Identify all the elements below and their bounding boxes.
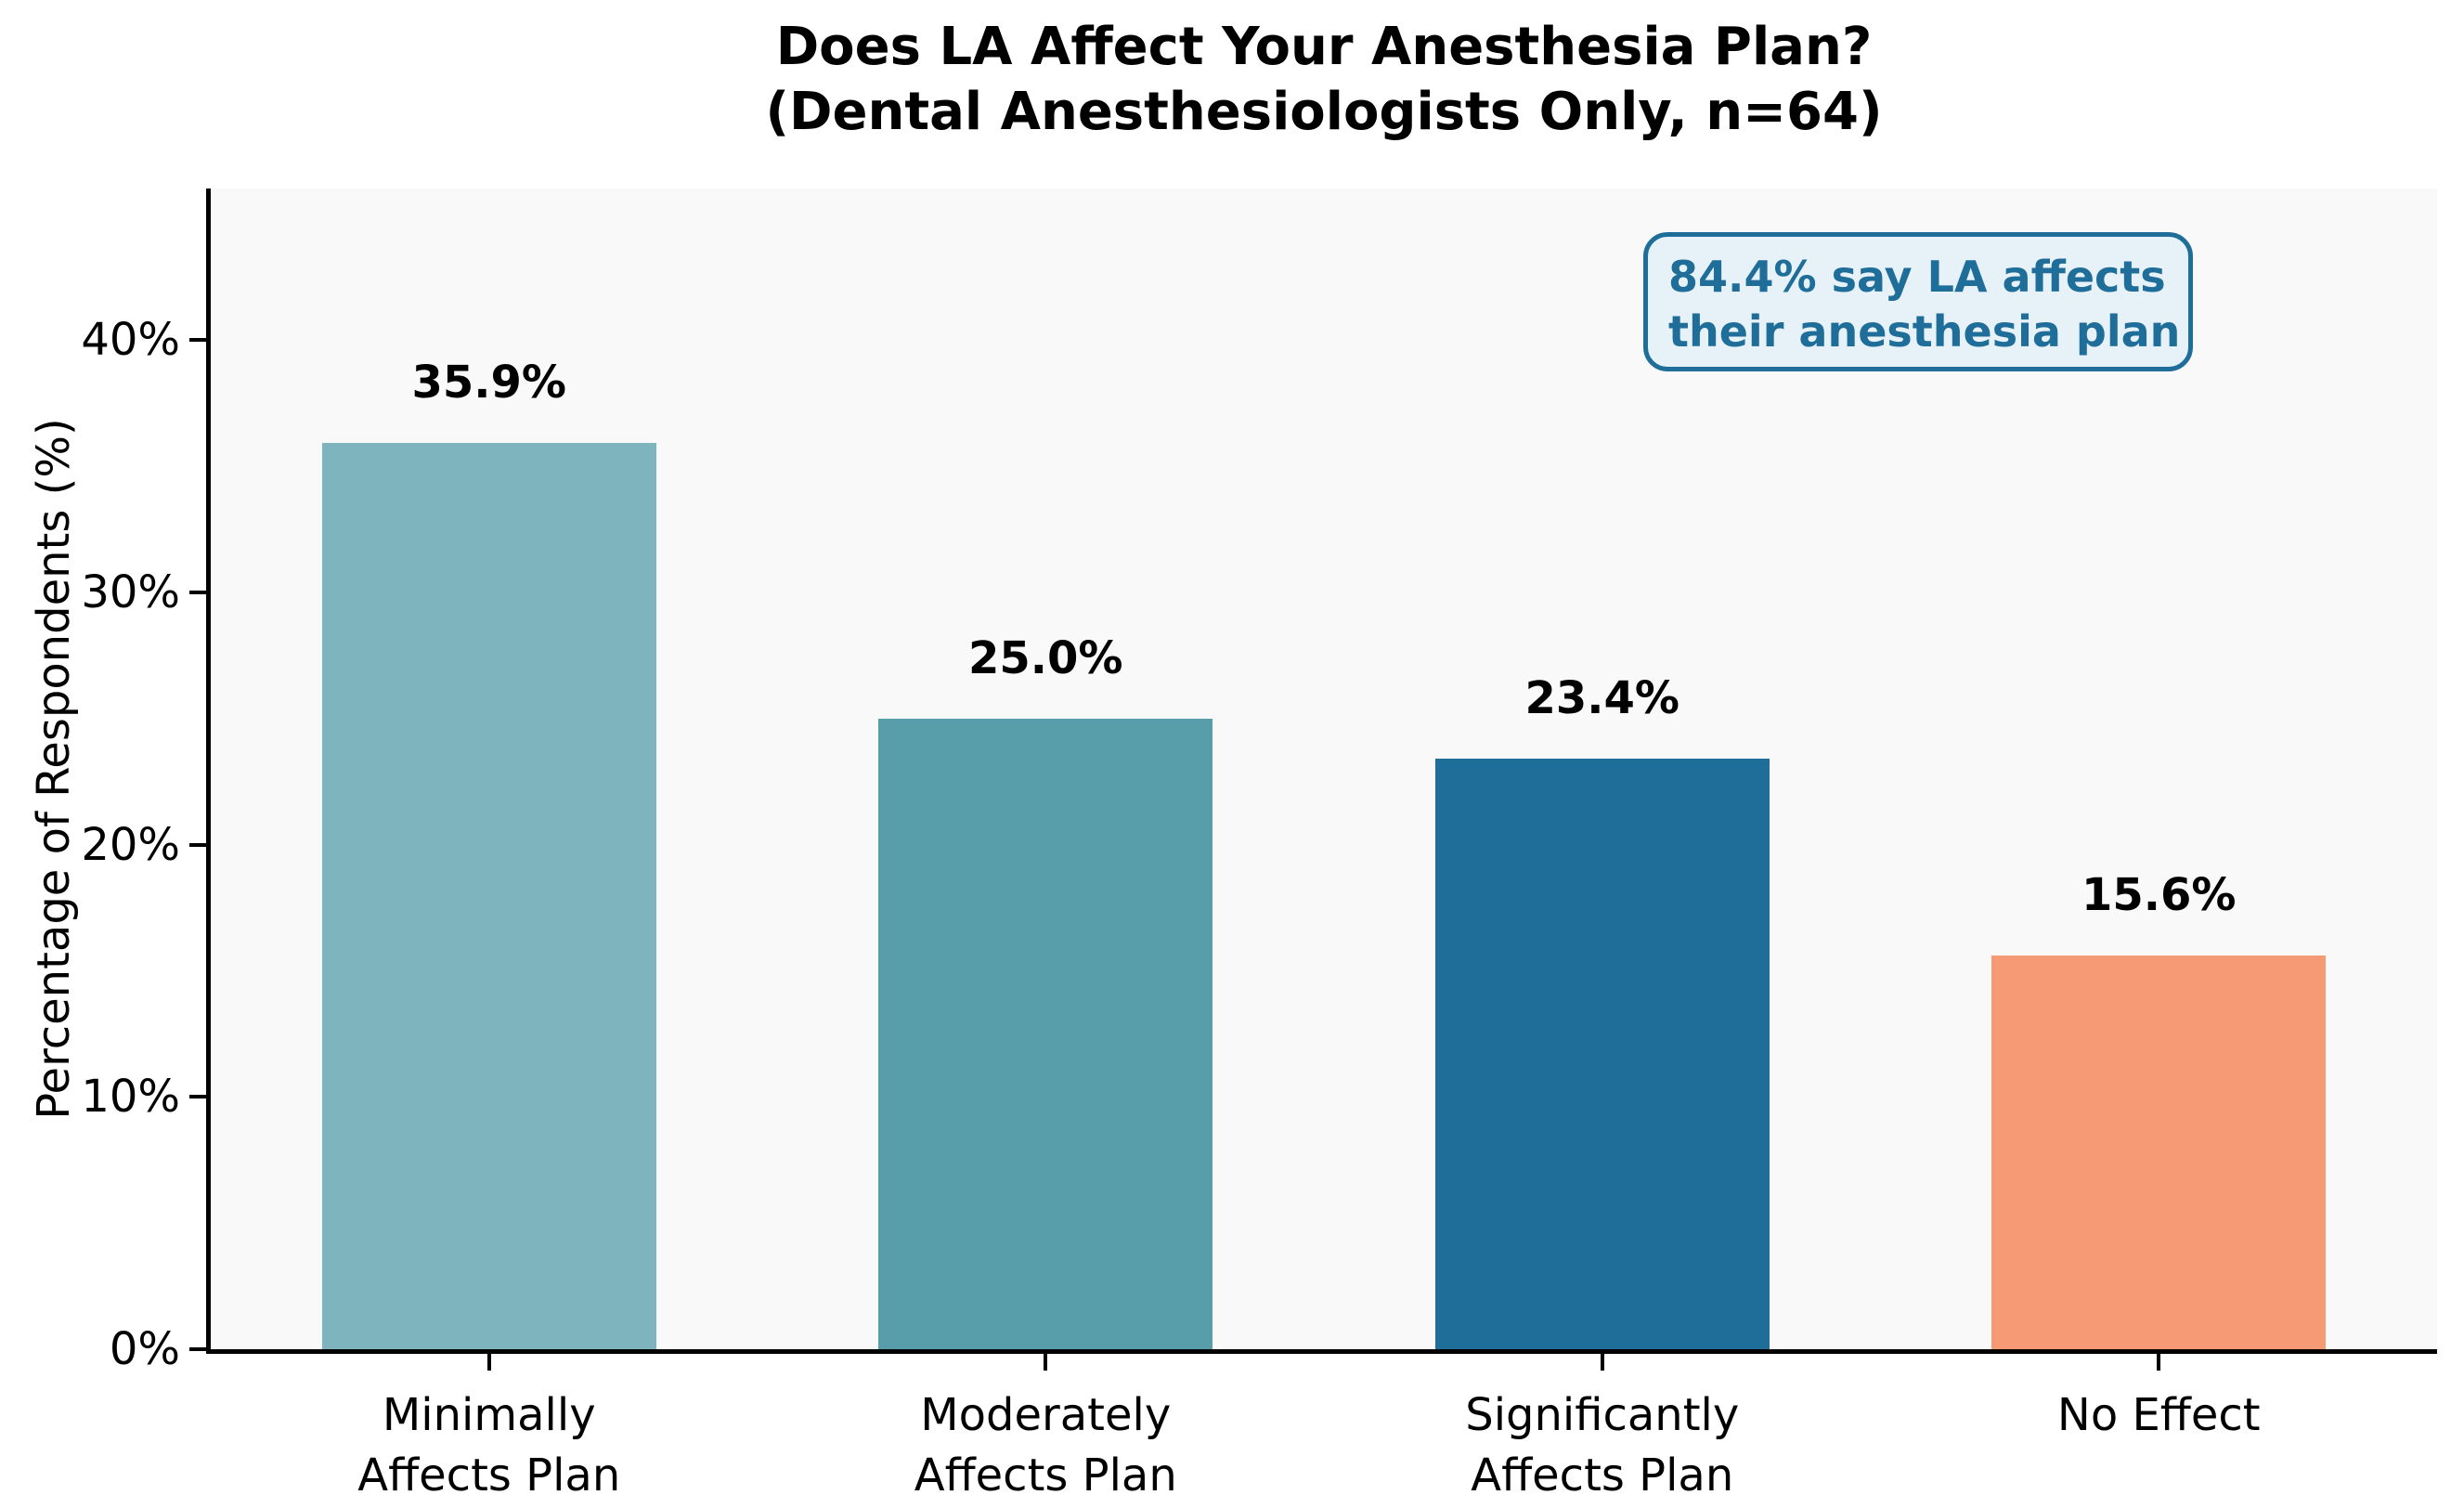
y-tick-mark [189,590,206,594]
y-tick-label: 20% [81,818,180,871]
x-tick-label: Moderately Affects Plan [914,1389,1177,1495]
plot-area [211,188,2437,1349]
y-tick-mark [189,1347,206,1351]
y-tick-label: 30% [81,566,180,618]
bar-3 [1434,759,1770,1349]
chart-title-line2: (Dental Anesthesiologists Only, n=64) [765,82,1883,142]
x-tick-label: Significantly Affects Plan [1465,1389,1740,1495]
bar-value-label: 23.4% [1524,672,1680,725]
y-tick-label: 40% [81,314,180,367]
y-tick-mark [189,338,206,343]
x-tick-mark [1600,1354,1604,1371]
x-axis-spine [206,1349,2437,1354]
chart-title-line1: Does LA Affect Your Anesthesia Plan? [775,17,1873,77]
x-tick-mark [2157,1354,2161,1371]
bar-value-label: 35.9% [411,357,567,410]
bar-value-label: 25.0% [967,631,1123,684]
bar-value-label: 15.6% [2081,869,2237,922]
x-tick-mark [486,1354,491,1371]
x-tick-mark [1044,1354,1048,1371]
chart-title: Does LA Affect Your Anesthesia Plan? (De… [211,15,2437,145]
y-tick-mark [189,1095,206,1099]
y-axis-spine [206,188,211,1354]
y-tick-mark [189,842,206,847]
x-tick-label: No Effect [2056,1389,2261,1441]
annotation-line1: 84.4% say LA affects [1668,252,2166,302]
bar-2 [878,718,1213,1349]
y-tick-label: 10% [81,1071,180,1124]
annotation-line2: their anesthesia plan [1668,306,2181,357]
x-tick-label: Minimally Affects Plan [357,1389,621,1495]
y-tick-label: 0% [109,1323,180,1375]
bar-4 [1991,956,2327,1349]
annotation-callout: 84.4% say LA affects their anesthesia pl… [1643,232,2193,371]
bar-1 [321,443,656,1349]
